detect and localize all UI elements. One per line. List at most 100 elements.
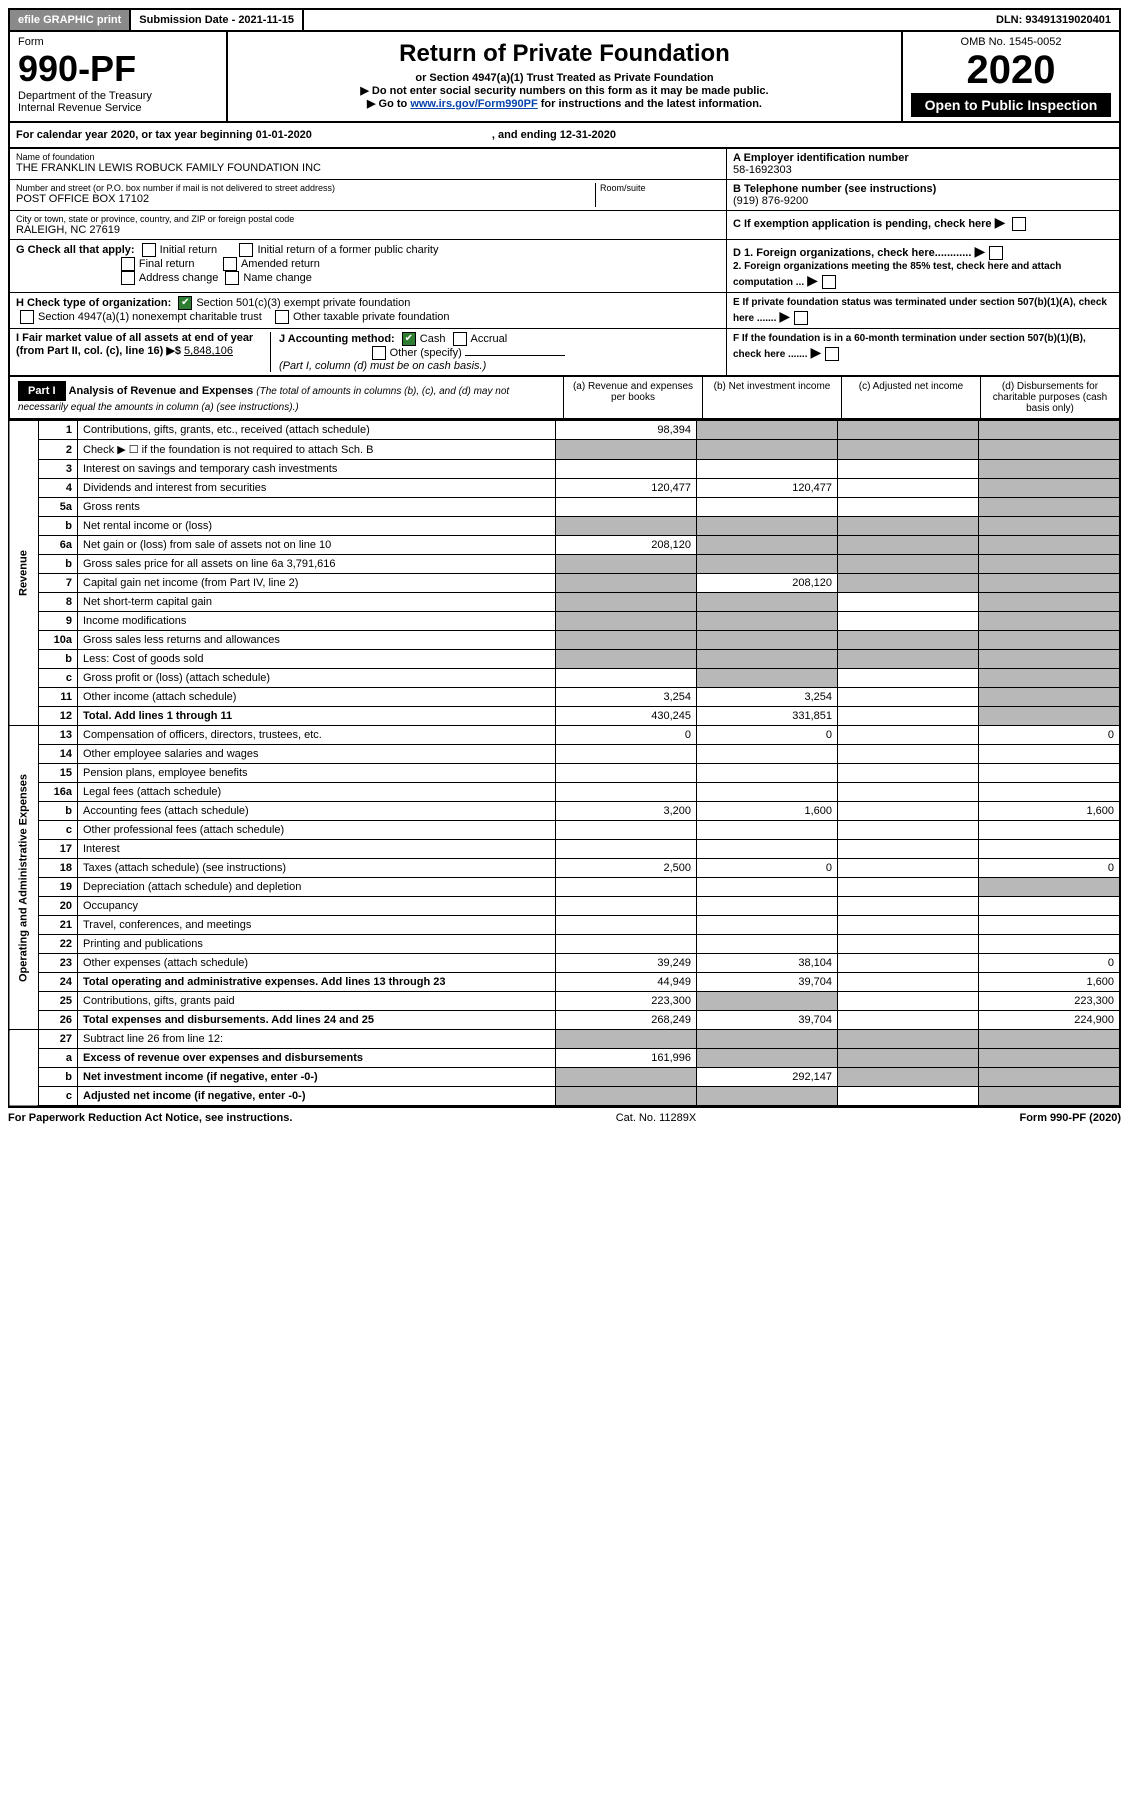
cell-value <box>556 440 697 460</box>
irs-link[interactable]: www.irs.gov/Form990PF <box>410 98 537 110</box>
cell-value <box>979 897 1121 916</box>
line-number: 3 <box>39 460 78 479</box>
cell-value <box>697 840 838 859</box>
line-number: a <box>39 1049 78 1068</box>
address-change-checkbox[interactable] <box>121 271 135 285</box>
cell-value: 223,300 <box>979 992 1121 1011</box>
cell-value <box>697 517 838 536</box>
table-row: aExcess of revenue over expenses and dis… <box>9 1049 1120 1068</box>
cell-value <box>838 707 979 726</box>
footer-mid: Cat. No. 11289X <box>616 1112 697 1124</box>
cell-value <box>697 440 838 460</box>
cell-value <box>838 555 979 574</box>
line-number: 26 <box>39 1011 78 1030</box>
line-number: 14 <box>39 745 78 764</box>
line-desc: Gross sales less returns and allowances <box>78 631 556 650</box>
line-desc: Gross profit or (loss) (attach schedule) <box>78 669 556 688</box>
line-desc: Net investment income (if negative, ente… <box>78 1068 556 1087</box>
line-number: b <box>39 1068 78 1087</box>
g4: Amended return <box>241 258 320 270</box>
f-checkbox[interactable] <box>825 347 839 361</box>
other-taxable-checkbox[interactable] <box>275 310 289 324</box>
table-row: 22Printing and publications <box>9 935 1120 954</box>
col-d-header: (d) Disbursements for charitable purpose… <box>980 377 1119 418</box>
table-row: 3Interest on savings and temporary cash … <box>9 460 1120 479</box>
line-desc: Legal fees (attach schedule) <box>78 783 556 802</box>
cell-value <box>979 745 1121 764</box>
cell-value <box>838 669 979 688</box>
cell-value <box>838 878 979 897</box>
table-row: 11Other income (attach schedule)3,2543,2… <box>9 688 1120 707</box>
501c3-checkbox[interactable] <box>178 296 192 310</box>
addr-label: Number and street (or P.O. box number if… <box>16 183 595 193</box>
cell-value <box>697 878 838 897</box>
cell-value: 3,200 <box>556 802 697 821</box>
cell-value <box>979 1049 1121 1068</box>
line-desc: Excess of revenue over expenses and disb… <box>78 1049 556 1068</box>
cell-value <box>697 897 838 916</box>
line-number: c <box>39 1087 78 1107</box>
part1-title: Analysis of Revenue and Expenses <box>69 385 254 397</box>
cell-value <box>838 593 979 612</box>
cell-value: 331,851 <box>697 707 838 726</box>
cell-value <box>697 783 838 802</box>
name-change-checkbox[interactable] <box>225 271 239 285</box>
cell-value <box>697 992 838 1011</box>
line-desc: Adjusted net income (if negative, enter … <box>78 1087 556 1107</box>
cell-value <box>697 555 838 574</box>
cell-value <box>979 707 1121 726</box>
cell-value <box>979 517 1121 536</box>
g6: Name change <box>243 272 312 284</box>
line-number: 24 <box>39 973 78 992</box>
cell-value <box>838 745 979 764</box>
amended-return-checkbox[interactable] <box>223 257 237 271</box>
note2-pre: ▶ Go to <box>367 98 410 110</box>
line-desc: Accounting fees (attach schedule) <box>78 802 556 821</box>
line-desc: Total expenses and disbursements. Add li… <box>78 1011 556 1030</box>
cell-value <box>979 612 1121 631</box>
d1-checkbox[interactable] <box>989 246 1003 260</box>
cell-value <box>979 1068 1121 1087</box>
cell-value <box>838 650 979 669</box>
d1: D 1. Foreign organizations, check here..… <box>733 247 971 259</box>
cell-value <box>979 421 1121 440</box>
cell-value: 120,477 <box>556 479 697 498</box>
e-checkbox[interactable] <box>794 311 808 325</box>
cell-value <box>697 821 838 840</box>
line-desc: Subtract line 26 from line 12: <box>78 1030 556 1049</box>
h-label: H Check type of organization: <box>16 297 171 309</box>
d2-checkbox[interactable] <box>822 275 836 289</box>
line-number: 4 <box>39 479 78 498</box>
final-return-checkbox[interactable] <box>121 257 135 271</box>
cell-value: 2,500 <box>556 859 697 878</box>
j1: Cash <box>420 333 446 345</box>
cell-value <box>838 479 979 498</box>
cash-checkbox[interactable] <box>402 332 416 346</box>
table-row: 19Depreciation (attach schedule) and dep… <box>9 878 1120 897</box>
table-row: bNet rental income or (loss) <box>9 517 1120 536</box>
g-label: G Check all that apply: <box>16 244 135 256</box>
efile-print-button[interactable]: efile GRAPHIC print <box>10 10 131 30</box>
line-desc: Income modifications <box>78 612 556 631</box>
line-desc: Contributions, gifts, grants paid <box>78 992 556 1011</box>
cell-value <box>838 421 979 440</box>
cell-value <box>697 612 838 631</box>
accrual-checkbox[interactable] <box>453 332 467 346</box>
cell-value <box>838 1068 979 1087</box>
4947-checkbox[interactable] <box>20 310 34 324</box>
cell-value <box>838 612 979 631</box>
table-row: 2Check ▶ ☐ if the foundation is not requ… <box>9 440 1120 460</box>
cell-value <box>838 517 979 536</box>
line-desc: Gross rents <box>78 498 556 517</box>
d2: 2. Foreign organizations meeting the 85%… <box>733 261 1061 288</box>
table-row: 16aLegal fees (attach schedule) <box>9 783 1120 802</box>
initial-return-checkbox[interactable] <box>142 243 156 257</box>
line-desc: Depreciation (attach schedule) and deple… <box>78 878 556 897</box>
other-specify-checkbox[interactable] <box>372 346 386 360</box>
line-desc: Other employee salaries and wages <box>78 745 556 764</box>
line-number: 17 <box>39 840 78 859</box>
cell-value <box>838 498 979 517</box>
initial-former-checkbox[interactable] <box>239 243 253 257</box>
cell-value <box>556 612 697 631</box>
c-checkbox[interactable] <box>1012 217 1026 231</box>
